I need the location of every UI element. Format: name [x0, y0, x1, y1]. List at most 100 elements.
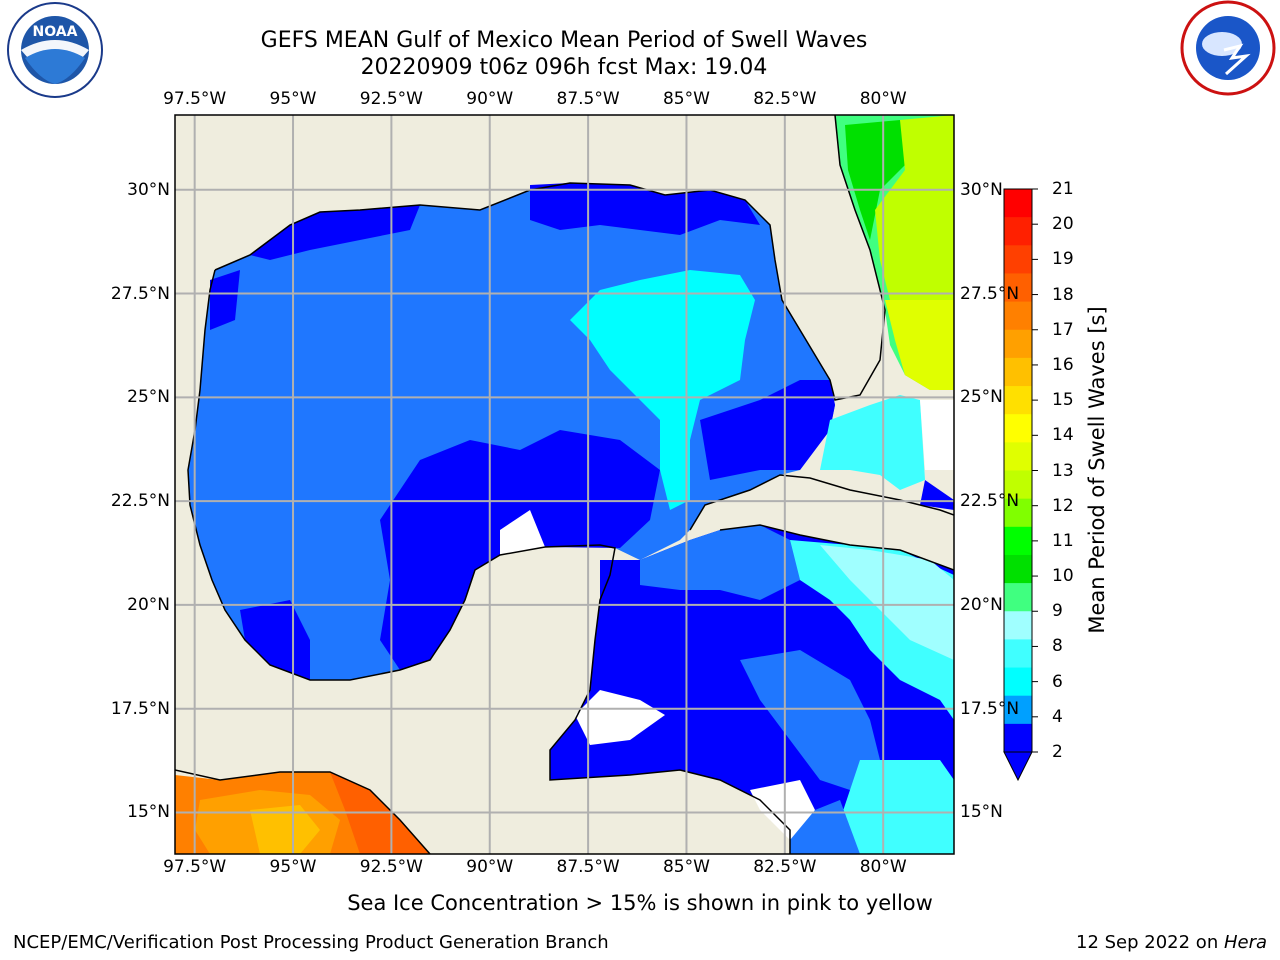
lat-label-right: 17.5°N: [960, 698, 1020, 719]
lon-label-bottom: 85°W: [662, 857, 710, 877]
lon-label-top: 97.5°W: [163, 89, 227, 109]
colorbar-tick-label: 4: [1052, 706, 1063, 727]
colorbar-segment: [1004, 498, 1032, 528]
colorbar-tick-label: 18: [1052, 284, 1074, 305]
colorbar-segment: [1004, 554, 1032, 584]
colorbar-tick-label: 6: [1052, 671, 1063, 692]
colorbar-segment: [1004, 245, 1032, 274]
colorbar-tick-label: 14: [1052, 425, 1074, 446]
swell-15s-region: [250, 805, 320, 854]
lon-label-top: 82.5°W: [753, 89, 817, 109]
swell-6s-region: [570, 270, 755, 510]
colorbar-tick-label: 16: [1052, 354, 1074, 375]
colorbar-segment: [1004, 583, 1032, 612]
colorbar-segment: [1004, 217, 1032, 246]
no-data-patch: [575, 690, 665, 745]
colorbar-segment: [1004, 386, 1032, 415]
lat-label-right: 30°N: [960, 179, 1003, 200]
lat-label-right: 20°N: [960, 594, 1003, 615]
colorbar-segment: [1004, 273, 1032, 303]
colorbar-tick-label: 11: [1052, 530, 1074, 551]
colorbar-segment: [1004, 526, 1032, 556]
colorbar-extend-triangle: [1003, 751, 1033, 782]
swell-6s-region: [840, 760, 954, 854]
lon-label-bottom: 92.5°W: [359, 857, 423, 877]
lat-label-right: 15°N: [960, 802, 1003, 823]
lon-label-bottom: 90°W: [466, 857, 514, 877]
no-data-patch: [500, 510, 545, 555]
lon-label-top: 87.5°W: [556, 89, 620, 109]
colorbar-tick-label: 10: [1052, 566, 1074, 587]
lon-label-top: 95°W: [269, 89, 317, 109]
no-data-patch: [750, 780, 815, 840]
lat-label-right: 25°N: [960, 387, 1003, 408]
noaa-logo: NOAA: [7, 2, 103, 98]
lat-label-left: 27.5°N: [110, 283, 170, 304]
colorbar-segment: [1004, 667, 1032, 697]
colorbar-segment: [1004, 357, 1032, 387]
colorbar-tick-label: 2: [1052, 742, 1063, 762]
colorbar-tick-label: 8: [1052, 636, 1063, 657]
colorbar-segment: [1004, 442, 1032, 471]
colorbar-label: Mean Period of Swell Waves [s]: [1085, 306, 1109, 634]
swell-4s-region: [740, 650, 880, 790]
swell-6s-region: [820, 395, 925, 490]
colorbar-segment: [1004, 414, 1032, 443]
credit-text: NCEP/EMC/Verification Post Processing Pr…: [13, 932, 609, 953]
colorbar-tick-label: 21: [1052, 179, 1074, 199]
lon-label-bottom: 80°W: [859, 857, 907, 877]
colorbar-segment: [1004, 189, 1032, 218]
date-value: 12 Sep 2022 on: [1076, 932, 1224, 953]
colorbar-tick-label: 13: [1052, 460, 1074, 481]
nws-logo: [1180, 0, 1276, 96]
sea-ice-note: Sea Ice Concentration > 15% is shown in …: [347, 891, 933, 915]
lat-label-left: 22.5°N: [110, 491, 170, 512]
colorbar-tick-label: 20: [1052, 214, 1074, 235]
colorbar-segment: [1004, 329, 1032, 359]
swell-2s-region: [700, 380, 835, 480]
lon-label-bottom: 82.5°W: [753, 857, 817, 877]
lon-label-top: 90°W: [466, 89, 514, 109]
swell-11s-region: [845, 120, 910, 240]
lat-label-left: 30°N: [127, 179, 170, 200]
swell-8s-region: [820, 545, 954, 660]
colorbar-segment: [1004, 611, 1032, 640]
map-frame: [174, 114, 955, 855]
colorbar-segment: [1004, 723, 1032, 753]
chart-title: GEFS MEAN Gulf of Mexico Mean Period of …: [260, 28, 868, 53]
lon-label-top: 92.5°W: [359, 89, 423, 109]
colorbar-tick-label: 9: [1052, 601, 1063, 622]
lat-label-right: 27.5°N: [960, 283, 1020, 304]
colorbar-tick-label: 19: [1052, 249, 1074, 270]
colorbar-segment: [1004, 639, 1032, 669]
colorbar-tick-label: 17: [1052, 319, 1074, 340]
colorbar-segment: [1004, 695, 1032, 725]
lon-label-top: 85°W: [662, 89, 710, 109]
machine-name: Hera: [1223, 932, 1267, 953]
swell-14s-region: [885, 300, 954, 390]
colorbar-segment: [1004, 470, 1032, 500]
lon-label-top: 80°W: [859, 89, 907, 109]
lat-label-left: 20°N: [127, 594, 170, 615]
swell-2s-region: [210, 270, 240, 330]
lat-label-right: 22.5°N: [960, 491, 1020, 512]
lat-label-left: 15°N: [127, 802, 170, 823]
lon-label-bottom: 95°W: [269, 857, 317, 877]
swell-2s-region: [920, 480, 954, 510]
lon-label-bottom: 97.5°W: [163, 857, 227, 877]
no-data-patch: [920, 400, 954, 470]
colorbar-segment: [1004, 301, 1032, 331]
date-text: 12 Sep 2022 on Hera: [1076, 932, 1267, 954]
lat-label-left: 25°N: [127, 387, 170, 408]
noaa-logo-text: NOAA: [33, 24, 78, 40]
colorbar: [1003, 188, 1038, 782]
lon-label-bottom: 87.5°W: [556, 857, 620, 877]
colorbar-tick-label: 15: [1052, 390, 1074, 411]
lat-label-left: 17.5°N: [110, 698, 170, 719]
gridlines: [175, 115, 954, 854]
map-panel: [174, 114, 955, 855]
chart-subtitle: 20220909 t06z 096h fcst Max: 19.04: [360, 55, 768, 80]
swell-4s-region: [640, 525, 800, 600]
colorbar-tick-label: 12: [1052, 495, 1074, 516]
